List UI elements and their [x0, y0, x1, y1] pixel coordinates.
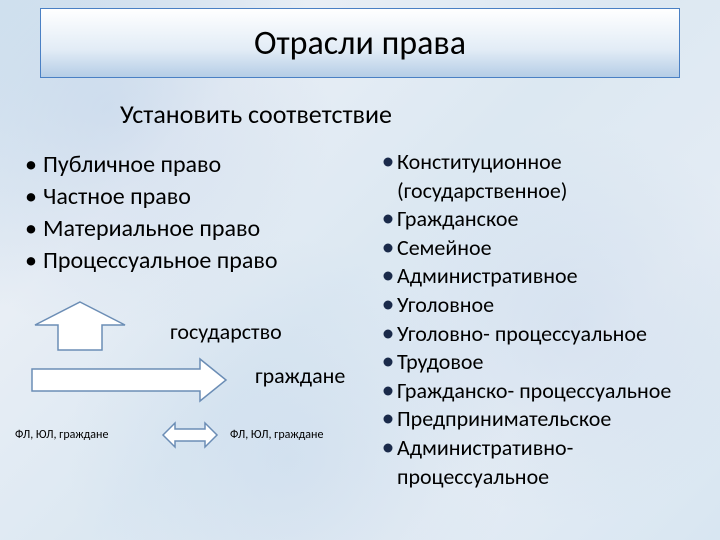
list-item: Трудовое: [375, 348, 715, 377]
list-item: Уголовное: [375, 291, 715, 320]
title-box: Отрасли права: [40, 8, 680, 78]
arrow-up-icon: [30, 300, 130, 360]
list-item: Семейное: [375, 234, 715, 263]
list-item: Гражданское: [375, 205, 715, 234]
label-citizens: граждане: [255, 362, 345, 389]
list-item: Гражданско- процессуальное: [375, 377, 715, 406]
list-item: Предпринимательское: [375, 405, 715, 434]
list-item: •Публичное право: [25, 150, 355, 180]
subtitle: Установить соответствие: [120, 98, 392, 130]
list-item: Административно-процессуальное: [375, 434, 715, 491]
left-list: •Публичное право •Частное право •Материа…: [25, 150, 355, 278]
list-item: •Материальное право: [25, 214, 355, 244]
small-label-right: ФЛ, ЮЛ, граждане: [230, 428, 323, 442]
small-label-left: ФЛ, ЮЛ, граждане: [15, 428, 108, 442]
page-title: Отрасли права: [254, 23, 466, 64]
list-item: Административное: [375, 262, 715, 291]
arrow-leftright-icon: [160, 415, 220, 460]
list-item: Уголовно- процессуальное: [375, 320, 715, 349]
arrow-right-icon: [30, 355, 230, 410]
list-item: •Процессуальное право: [25, 246, 355, 276]
list-item: •Частное право: [25, 182, 355, 212]
list-item: Конституционное (государственное): [375, 148, 715, 205]
label-state: государство: [170, 318, 282, 345]
right-list: Конституционное (государственное) Гражда…: [375, 148, 715, 491]
